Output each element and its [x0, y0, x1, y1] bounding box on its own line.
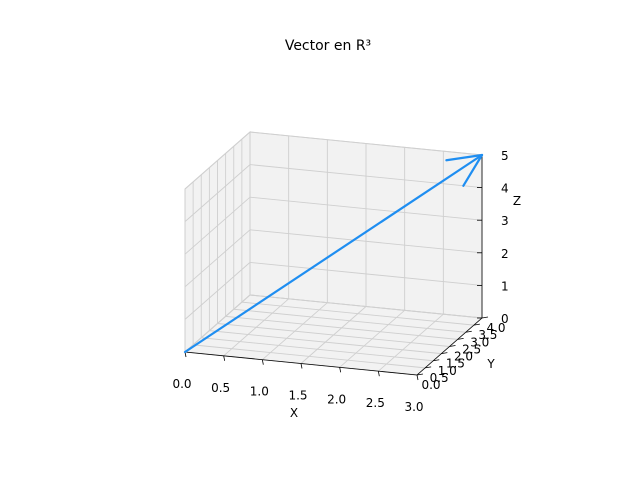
z-tick-label: 3: [501, 214, 509, 228]
vector-shaft: [183, 153, 484, 354]
x-tick-mark: [416, 374, 419, 381]
x-tick-label: 2.0: [327, 392, 346, 406]
grid-z-back: [249, 229, 483, 254]
grid-z-left: [184, 229, 251, 288]
y-tick-mark: [473, 323, 480, 326]
y-tick-label: 3.0: [470, 335, 489, 349]
x-tick-label: 1.0: [250, 385, 269, 399]
z-tick-label: 2: [501, 247, 509, 261]
x-tick-label: 0.0: [172, 377, 191, 391]
grid-y-floor: [233, 308, 466, 333]
grid-z-left: [184, 131, 251, 190]
x-tick-mark: [377, 371, 380, 377]
grid-y-floor: [217, 323, 450, 347]
x-tick-mark: [300, 363, 303, 369]
x-tick-label: 2.5: [366, 396, 385, 410]
y-tick-label: 2.0: [454, 350, 473, 364]
z-tick-label: 4: [501, 182, 509, 196]
grid-y-floor: [201, 337, 434, 362]
z-tick-label: 0: [501, 312, 509, 326]
y-tick-mark: [449, 345, 456, 347]
z-tick-label: 1: [501, 279, 509, 293]
y-axis-label: Y: [486, 357, 495, 371]
y-tick-mark: [441, 352, 448, 355]
grid-z-left: [184, 294, 251, 353]
vector-head-left: [445, 153, 484, 162]
y-tick-label: 1.0: [438, 364, 457, 378]
x-tick-mark: [339, 367, 342, 373]
grid-z-left: [184, 262, 251, 320]
grid-y-floor: [241, 301, 474, 326]
tick-labels: 0.0 0.5 1.0 1.5 2.0 2.5 3.00.00.51.01.52.02.53…: [172, 149, 508, 414]
grid-z-back: [249, 164, 483, 189]
vector-head-right: [462, 153, 484, 187]
grid-z-back: [249, 196, 483, 221]
y-tick-mark: [465, 330, 472, 333]
grid-z-left: [184, 164, 251, 222]
grid-z-back: [249, 131, 483, 156]
y-tick-mark: [425, 366, 432, 369]
x-tick-label: 0.5: [211, 381, 230, 395]
grid-z-left: [184, 196, 251, 255]
vector-arrow: [183, 153, 484, 354]
y-tick-label: 2.5: [462, 342, 481, 356]
y-tick-mark: [433, 359, 440, 362]
x-tick-mark: [223, 355, 226, 361]
x-tick-label: 3.0: [404, 400, 423, 414]
grid-y-floor: [193, 344, 426, 369]
y-tick-label: 0.5: [430, 371, 449, 385]
x-axis-label: X: [290, 406, 298, 420]
y-tick-mark: [481, 316, 489, 319]
z-tick-label: 5: [501, 149, 509, 163]
y-tick-mark: [416, 373, 424, 376]
z-axis-label: Z: [513, 194, 521, 208]
grid-y-floor: [225, 315, 458, 340]
chart-title: Vector en R³: [285, 38, 371, 54]
x-tick-label: 1.5: [288, 389, 307, 403]
x-tick-mark: [261, 359, 264, 365]
y-tick-label: 0.0: [421, 378, 440, 392]
grid-y-floor: [209, 330, 442, 355]
grid-z-back: [249, 261, 483, 286]
grid-z-back: [249, 294, 483, 319]
y-tick-label: 3.5: [478, 328, 497, 342]
y-tick-mark: [457, 337, 464, 340]
y-tick-label: 1.5: [446, 357, 465, 371]
y-tick-label: 4.0: [486, 321, 505, 335]
